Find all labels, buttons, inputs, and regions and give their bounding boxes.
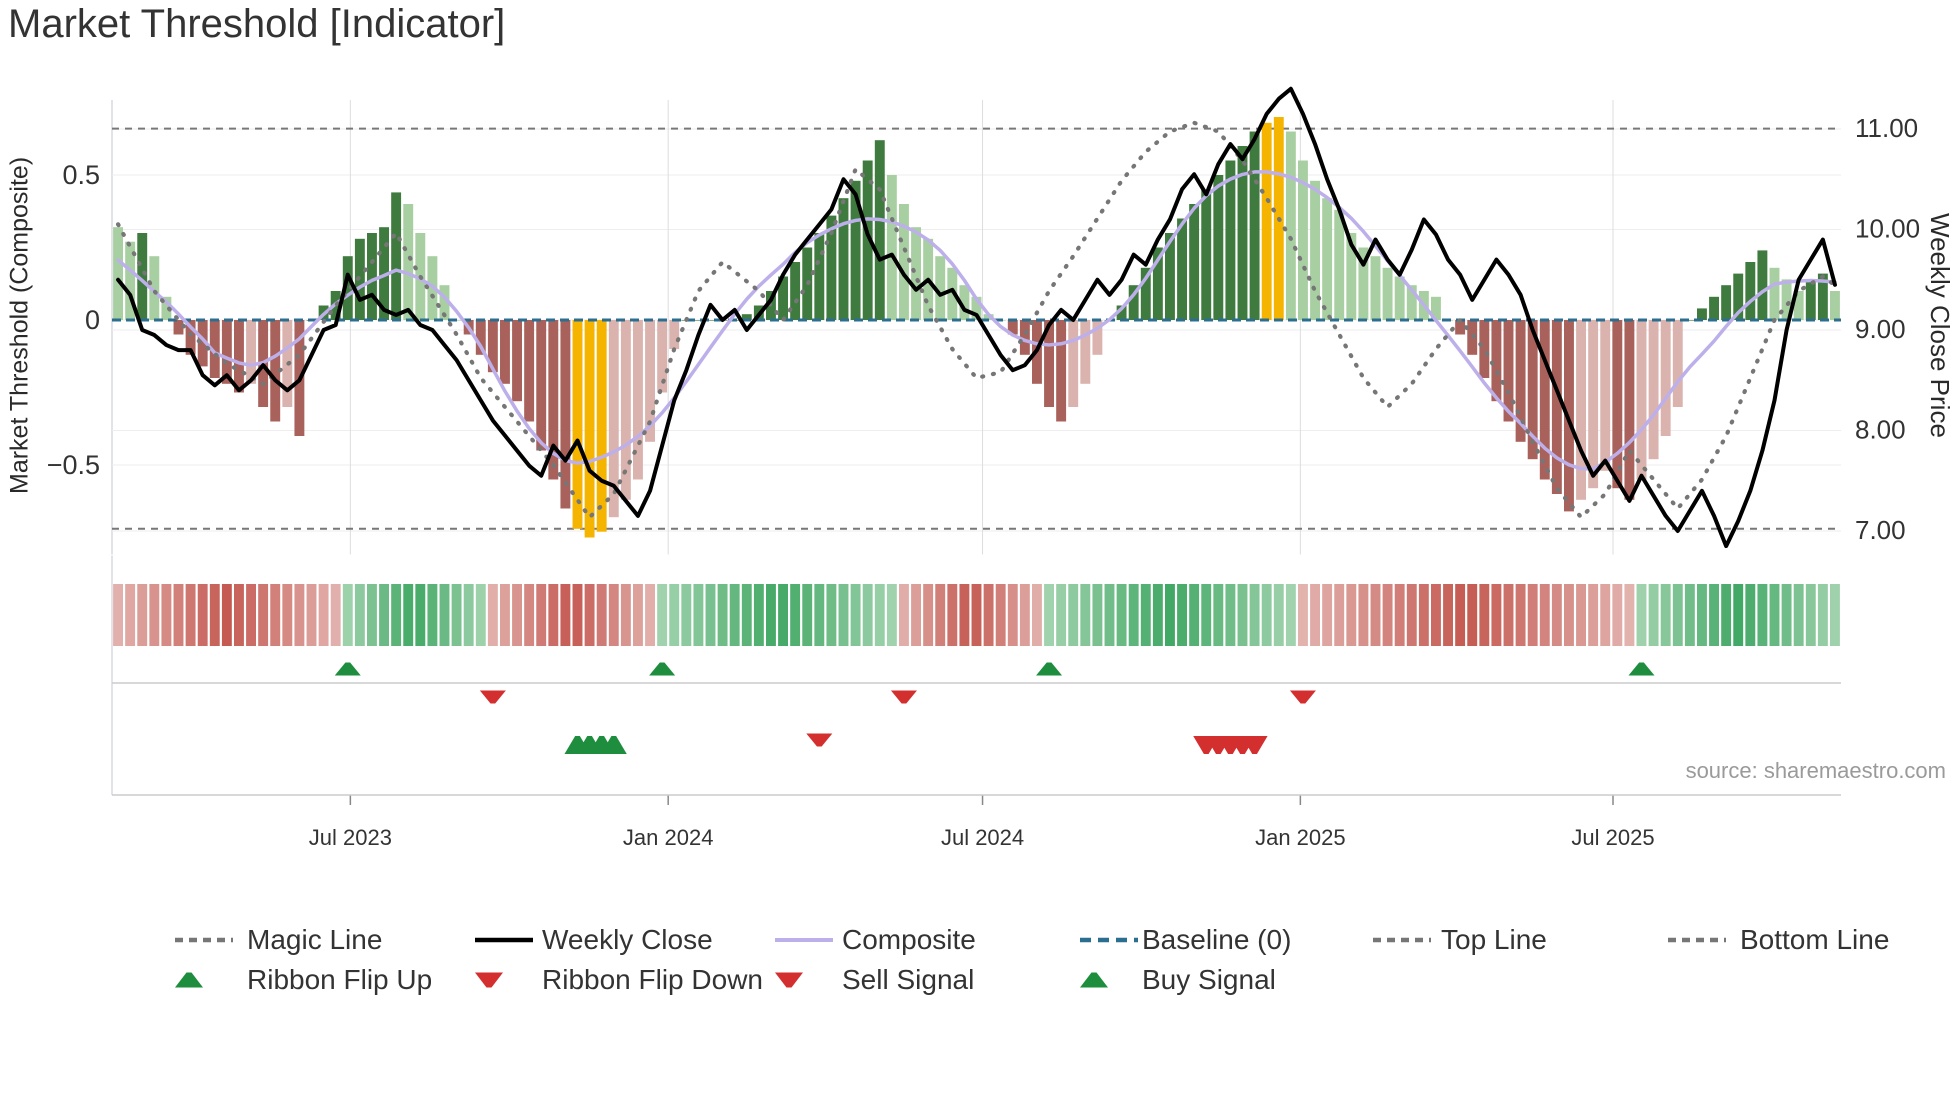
svg-text:Bottom Line: Bottom Line xyxy=(1740,924,1889,955)
svg-text:Jul 2024: Jul 2024 xyxy=(941,825,1024,850)
svg-text:Sell Signal: Sell Signal xyxy=(842,964,974,995)
svg-text:Jul 2025: Jul 2025 xyxy=(1571,825,1654,850)
svg-text:9.00: 9.00 xyxy=(1855,314,1906,344)
svg-text:Jan 2024: Jan 2024 xyxy=(623,825,714,850)
svg-text:11.00: 11.00 xyxy=(1855,113,1918,143)
svg-text:Jul 2023: Jul 2023 xyxy=(309,825,392,850)
svg-text:0.5: 0.5 xyxy=(62,160,100,190)
svg-text:Ribbon Flip Up: Ribbon Flip Up xyxy=(247,964,432,995)
svg-text:0: 0 xyxy=(85,305,100,335)
svg-text:Baseline (0): Baseline (0) xyxy=(1142,924,1291,955)
svg-text:Jan 2025: Jan 2025 xyxy=(1255,825,1346,850)
svg-text:Magic Line: Magic Line xyxy=(247,924,382,955)
svg-text:7.00: 7.00 xyxy=(1855,515,1906,545)
svg-text:Top Line: Top Line xyxy=(1441,924,1547,955)
svg-text:10.00: 10.00 xyxy=(1855,214,1920,244)
svg-text:−0.5: −0.5 xyxy=(47,450,100,480)
svg-text:Weekly Close: Weekly Close xyxy=(542,924,713,955)
svg-text:Ribbon Flip Down: Ribbon Flip Down xyxy=(542,964,763,995)
svg-text:Buy Signal: Buy Signal xyxy=(1142,964,1276,995)
svg-text:8.00: 8.00 xyxy=(1855,415,1906,445)
svg-text:Composite: Composite xyxy=(842,924,976,955)
